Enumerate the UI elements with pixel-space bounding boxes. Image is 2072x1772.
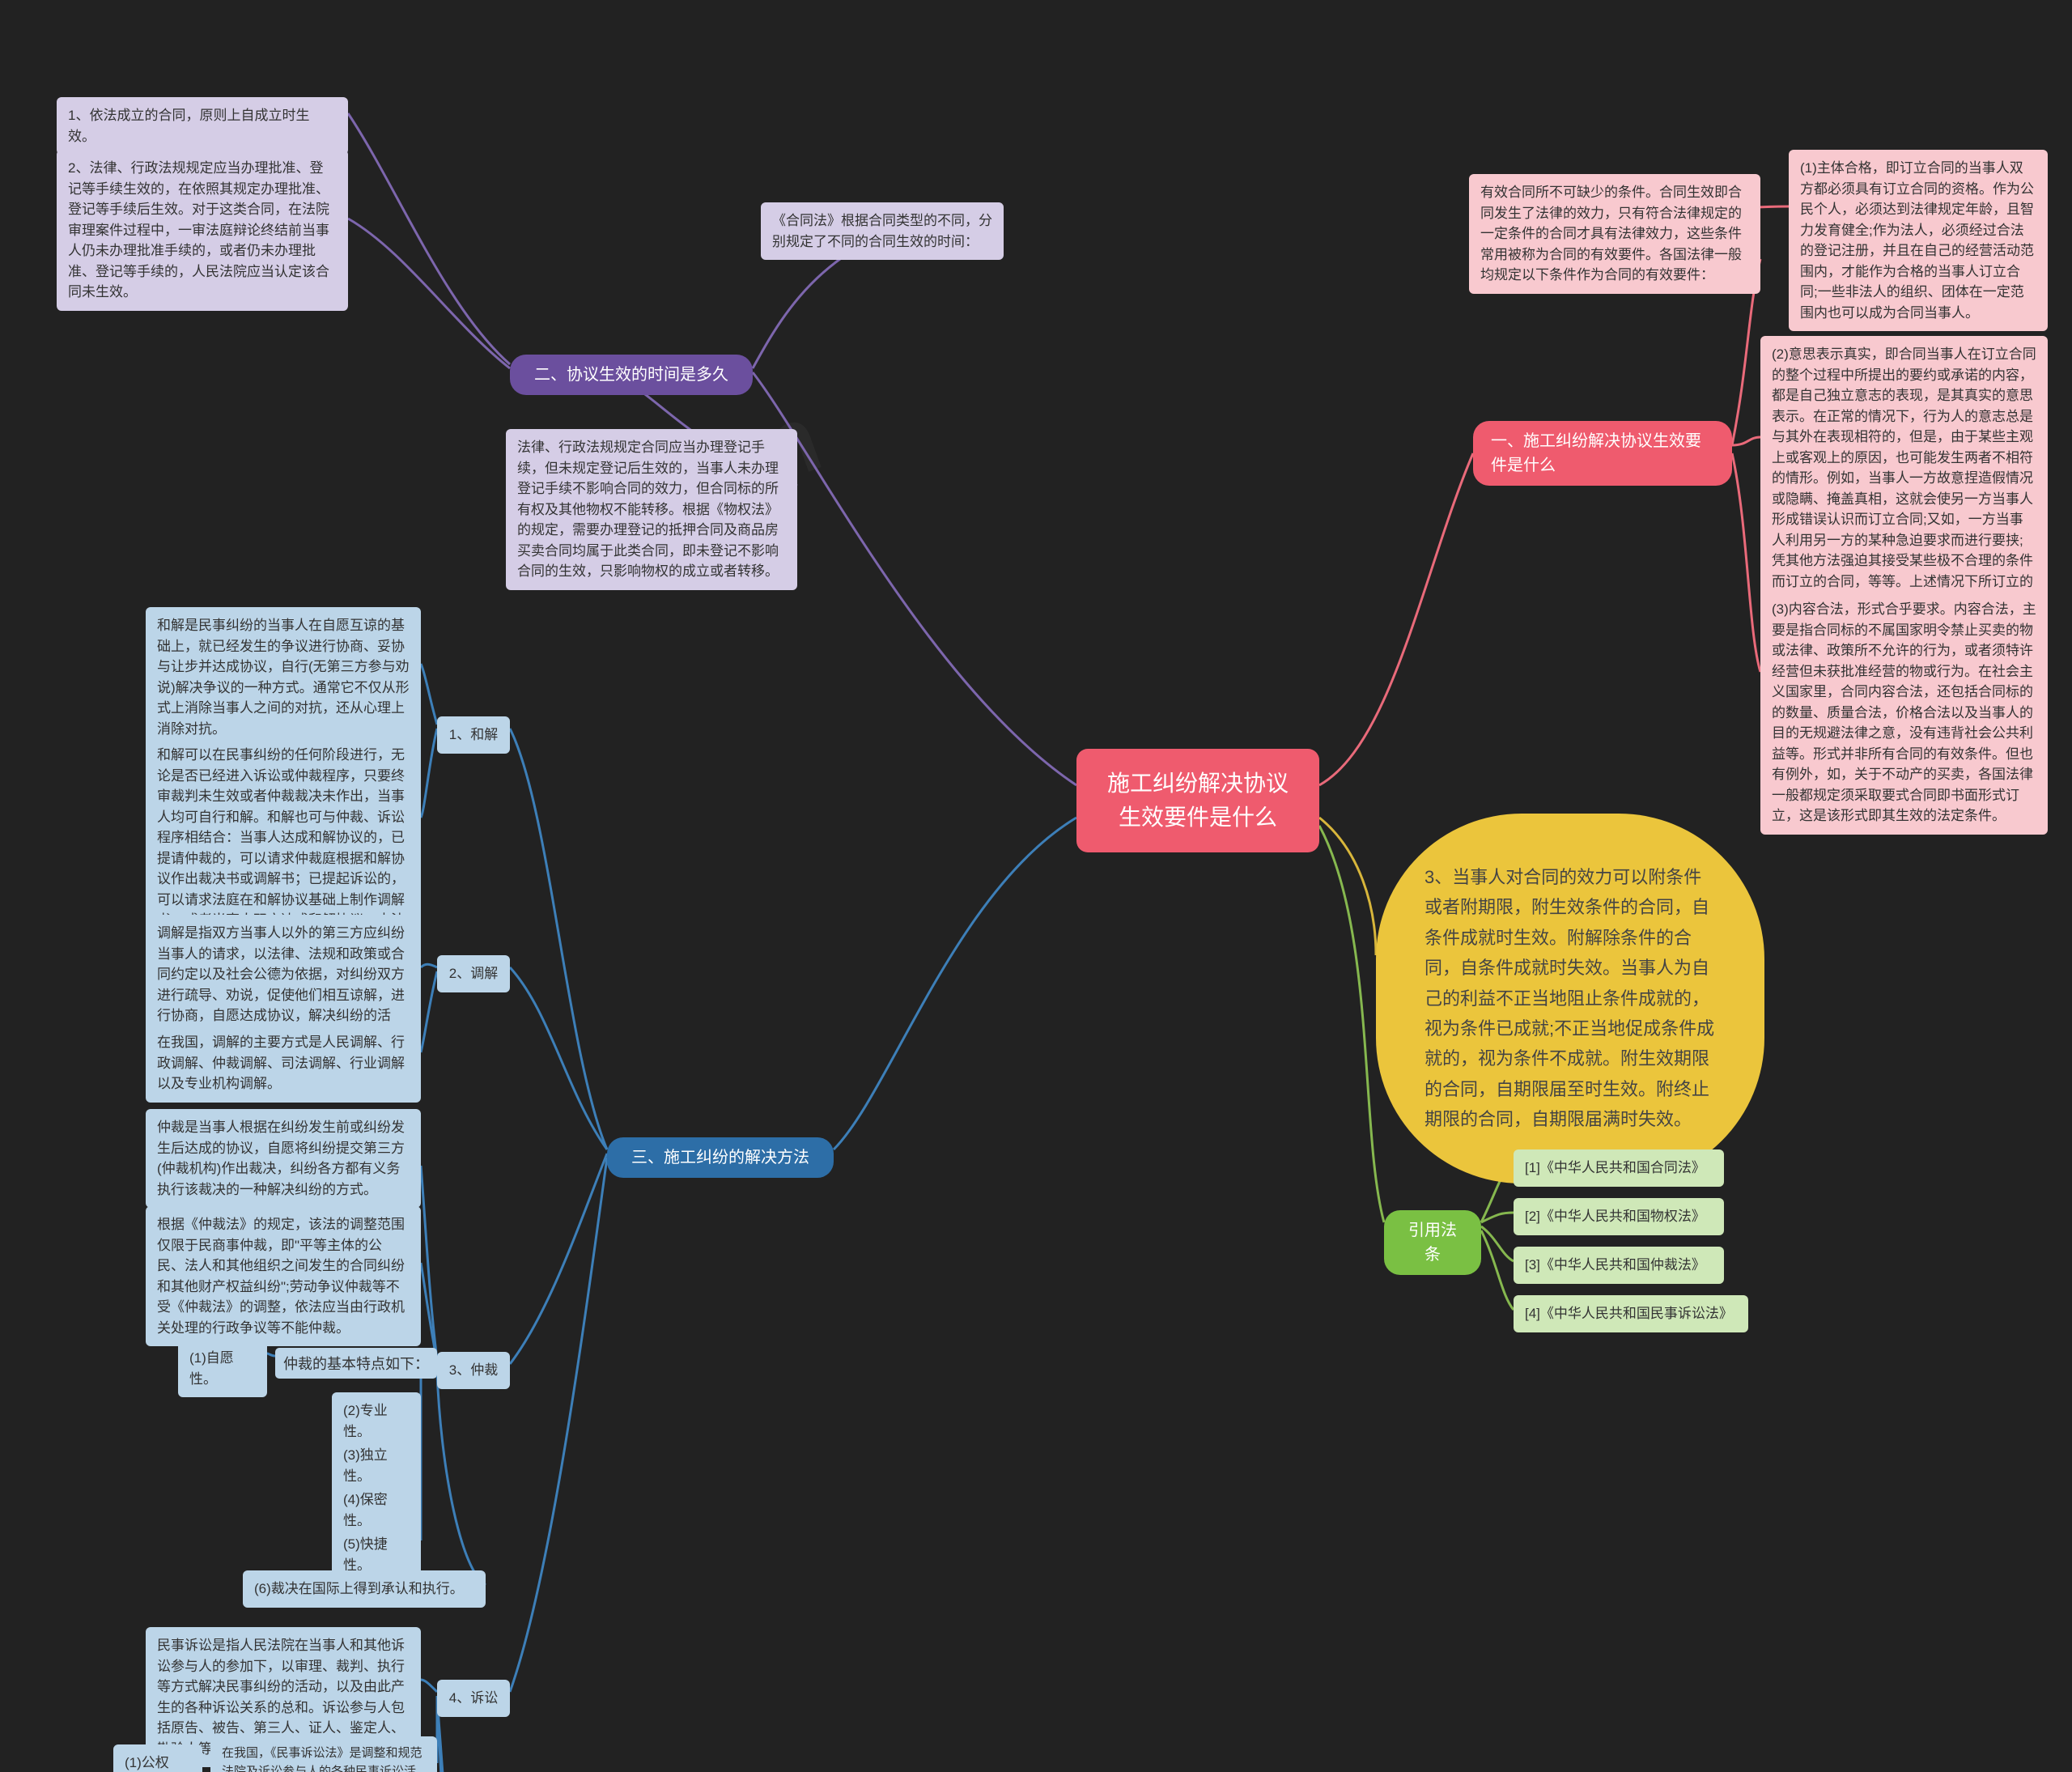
branch2-pill: 二、协议生效的时间是多久 [510, 355, 753, 395]
method3-pre-2: 根据《仲裁法》的规定，该法的调整范围仅限于民商事仲裁，即"平等主体的公民、法人和… [146, 1206, 421, 1346]
branch1-intro: 有效合同所不可缺少的条件。合同生效即合同发生了法律的效力，只有符合法律规定的一定… [1469, 174, 1760, 294]
branch2-item-3: 法律、行政法规规定合同应当办理登记手续，但未规定登记后生效的，当事人未办理登记手… [506, 429, 797, 590]
branch1-item-1: (1)主体合格，即订立合同的当事人双方都必须具有订立合同的资格。作为公民个人，必… [1789, 150, 2048, 331]
method2-detail-2: 在我国，调解的主要方式是人民调解、行政调解、仲裁调解、司法调解、行业调解以及专业… [146, 1024, 421, 1103]
green-item-3: [3]《中华人民共和国仲裁法》 [1514, 1247, 1724, 1284]
method3-label: 3、仲裁 [437, 1352, 510, 1389]
branch2-item-1: 1、依法成立的合同，原则上自成立时生效。 [57, 97, 348, 155]
method4-sublabel: 在我国，《民事诉讼法》是调整和规范法院及诉讼参与人的各种民事诉讼活动的基本法律。… [210, 1736, 437, 1772]
branch2-intro: 《合同法》根据合同类型的不同，分别规定了不同的合同生效的时间： [761, 202, 1004, 260]
green-item-2: [2]《中华人民共和国物权法》 [1514, 1198, 1724, 1235]
branch-yellow: 3、当事人对合同的效力可以附条件或者附期限，附生效条件的合同，自条件成就时生效。… [1376, 814, 1764, 1183]
branch-green-pill: 引用法条 [1384, 1210, 1481, 1275]
branch1-pill: 一、施工纠纷解决协议生效要件是什么 [1473, 421, 1732, 486]
method3-sub-6: (6)裁决在国际上得到承认和执行。 [243, 1570, 486, 1608]
method1-detail-1: 和解是民事纠纷的当事人在自愿互谅的基础上，就已经发生的争议进行协商、妥协与让步并… [146, 607, 421, 747]
branch2-item-2: 2、法律、行政法规规定应当办理批准、登记等手续生效的，在依照其规定办理批准、登记… [57, 150, 348, 311]
method3-pre-1: 仲裁是当事人根据在纠纷发生前或纠纷发生后达成的协议，自愿将纠纷提交第三方(仲裁机… [146, 1109, 421, 1208]
green-item-1: [1]《中华人民共和国合同法》 [1514, 1149, 1724, 1187]
method4-sub-1: (1)公权性。 [113, 1744, 202, 1772]
method1-label: 1、和解 [437, 716, 510, 754]
branch3-pill: 三、施工纠纷的解决方法 [607, 1137, 834, 1178]
branch1-item-3: (3)内容合法，形式合乎要求。内容合法，主要是指合同标的不属国家明令禁止买卖的物… [1760, 591, 2048, 835]
method4-label: 4、诉讼 [437, 1680, 510, 1717]
method3-sub-1: (1)自愿性。 [178, 1340, 267, 1397]
root-node: 施工纠纷解决协议生效要件是什么 [1076, 749, 1319, 852]
method2-label: 2、调解 [437, 955, 510, 992]
green-item-4: [4]《中华人民共和国民事诉讼法》 [1514, 1295, 1748, 1332]
method3-sublabel: 仲裁的基本特点如下： [275, 1348, 437, 1379]
